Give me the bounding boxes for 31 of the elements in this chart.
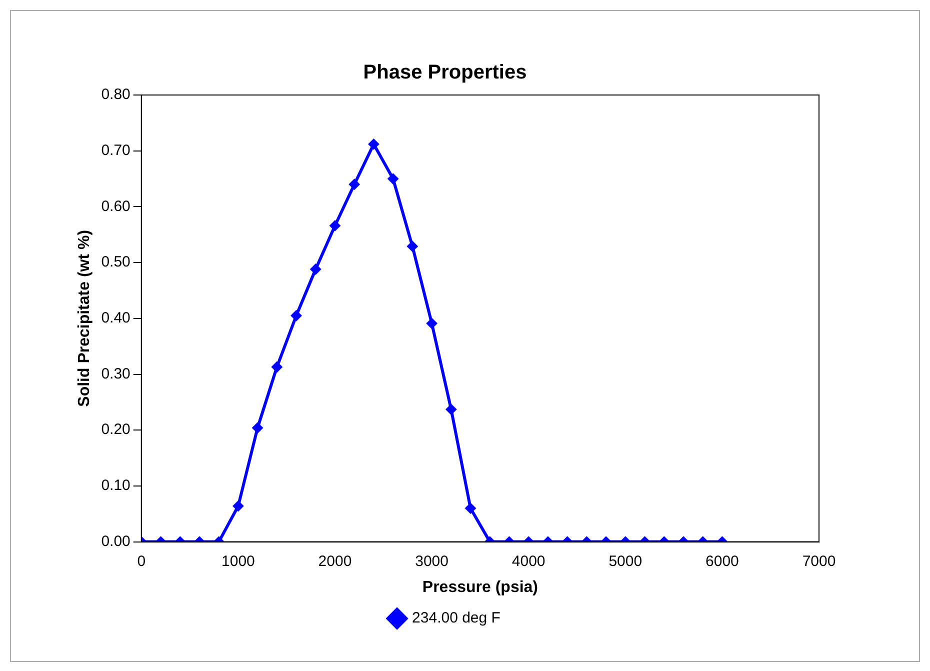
x-tick-label: 5000 bbox=[608, 552, 642, 570]
point bbox=[271, 361, 282, 372]
y-axis-title: Solid Precipitate (wt %) bbox=[76, 230, 94, 407]
y-tick-label: 0.20 bbox=[101, 421, 130, 438]
point bbox=[368, 138, 380, 150]
y-tick-label: 0.70 bbox=[101, 142, 130, 159]
y-tick-label: 0.80 bbox=[101, 86, 130, 104]
x-tick-label: 3000 bbox=[415, 552, 448, 570]
y-tick-label: 0.40 bbox=[101, 310, 130, 327]
x-tick-label: 7000 bbox=[802, 552, 836, 570]
y-tick-label: 0.10 bbox=[101, 477, 130, 494]
y-tick-label: 0.00 bbox=[101, 532, 130, 550]
point bbox=[446, 404, 457, 415]
x-tick-label: 0 bbox=[137, 552, 146, 570]
point bbox=[329, 220, 340, 232]
point bbox=[388, 173, 399, 184]
point bbox=[310, 264, 322, 275]
x-tick-label: 2000 bbox=[318, 552, 352, 570]
y-tick-label: 0.30 bbox=[101, 365, 130, 382]
x-tick-label: 1000 bbox=[222, 552, 255, 570]
y-tick-label: 0.60 bbox=[101, 198, 130, 215]
point bbox=[426, 318, 438, 329]
x-tick-label: 6000 bbox=[706, 552, 739, 570]
point bbox=[348, 178, 360, 190]
x-tick-label: 4000 bbox=[512, 552, 546, 570]
legend-label: 234.00 deg F bbox=[412, 610, 500, 627]
x-axis-title: Pressure (psia) bbox=[422, 578, 538, 596]
y-tick-label: 0.50 bbox=[101, 254, 130, 271]
chart-title: Phase Properties bbox=[363, 62, 527, 84]
point bbox=[290, 310, 302, 322]
point bbox=[406, 240, 418, 252]
